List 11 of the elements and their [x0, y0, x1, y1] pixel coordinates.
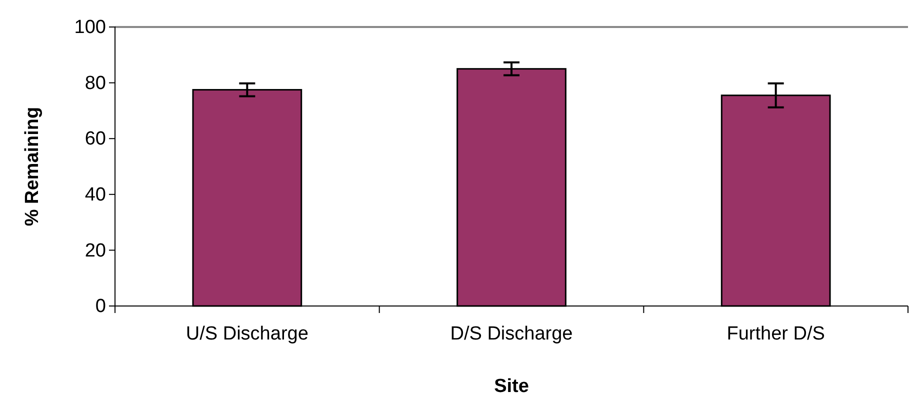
- y-tick-label: 80: [84, 72, 106, 94]
- y-tick-label: 0: [95, 296, 106, 318]
- y-axis-title: % Remaining: [22, 106, 43, 226]
- y-tick-label: 20: [84, 240, 106, 262]
- y-tick-label: 100: [74, 17, 106, 38]
- y-tick-label: 40: [84, 184, 106, 206]
- x-tick-label: Further D/S: [726, 323, 825, 344]
- y-tick-label: 60: [84, 128, 106, 150]
- x-tick-label: D/S Discharge: [450, 323, 573, 344]
- x-tick-label: U/S Discharge: [186, 323, 308, 344]
- x-axis-title: Site: [494, 376, 529, 397]
